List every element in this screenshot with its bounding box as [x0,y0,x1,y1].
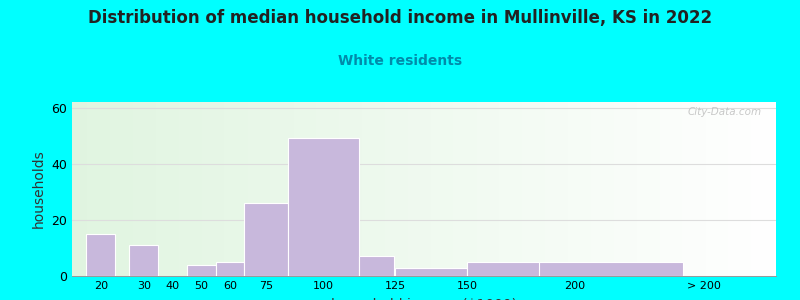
Bar [287,139,359,276]
Bar [539,262,682,276]
X-axis label: household income ($1000): household income ($1000) [331,298,517,300]
Bar [467,262,575,276]
Text: White residents: White residents [338,54,462,68]
Bar [395,268,467,276]
Text: Distribution of median household income in Mullinville, KS in 2022: Distribution of median household income … [88,9,712,27]
Bar [187,265,216,276]
Bar [245,203,287,276]
Bar [216,262,245,276]
Bar [86,234,115,276]
Text: City-Data.com: City-Data.com [688,107,762,117]
Bar [359,256,394,276]
Y-axis label: households: households [32,150,46,228]
Bar [130,245,158,276]
